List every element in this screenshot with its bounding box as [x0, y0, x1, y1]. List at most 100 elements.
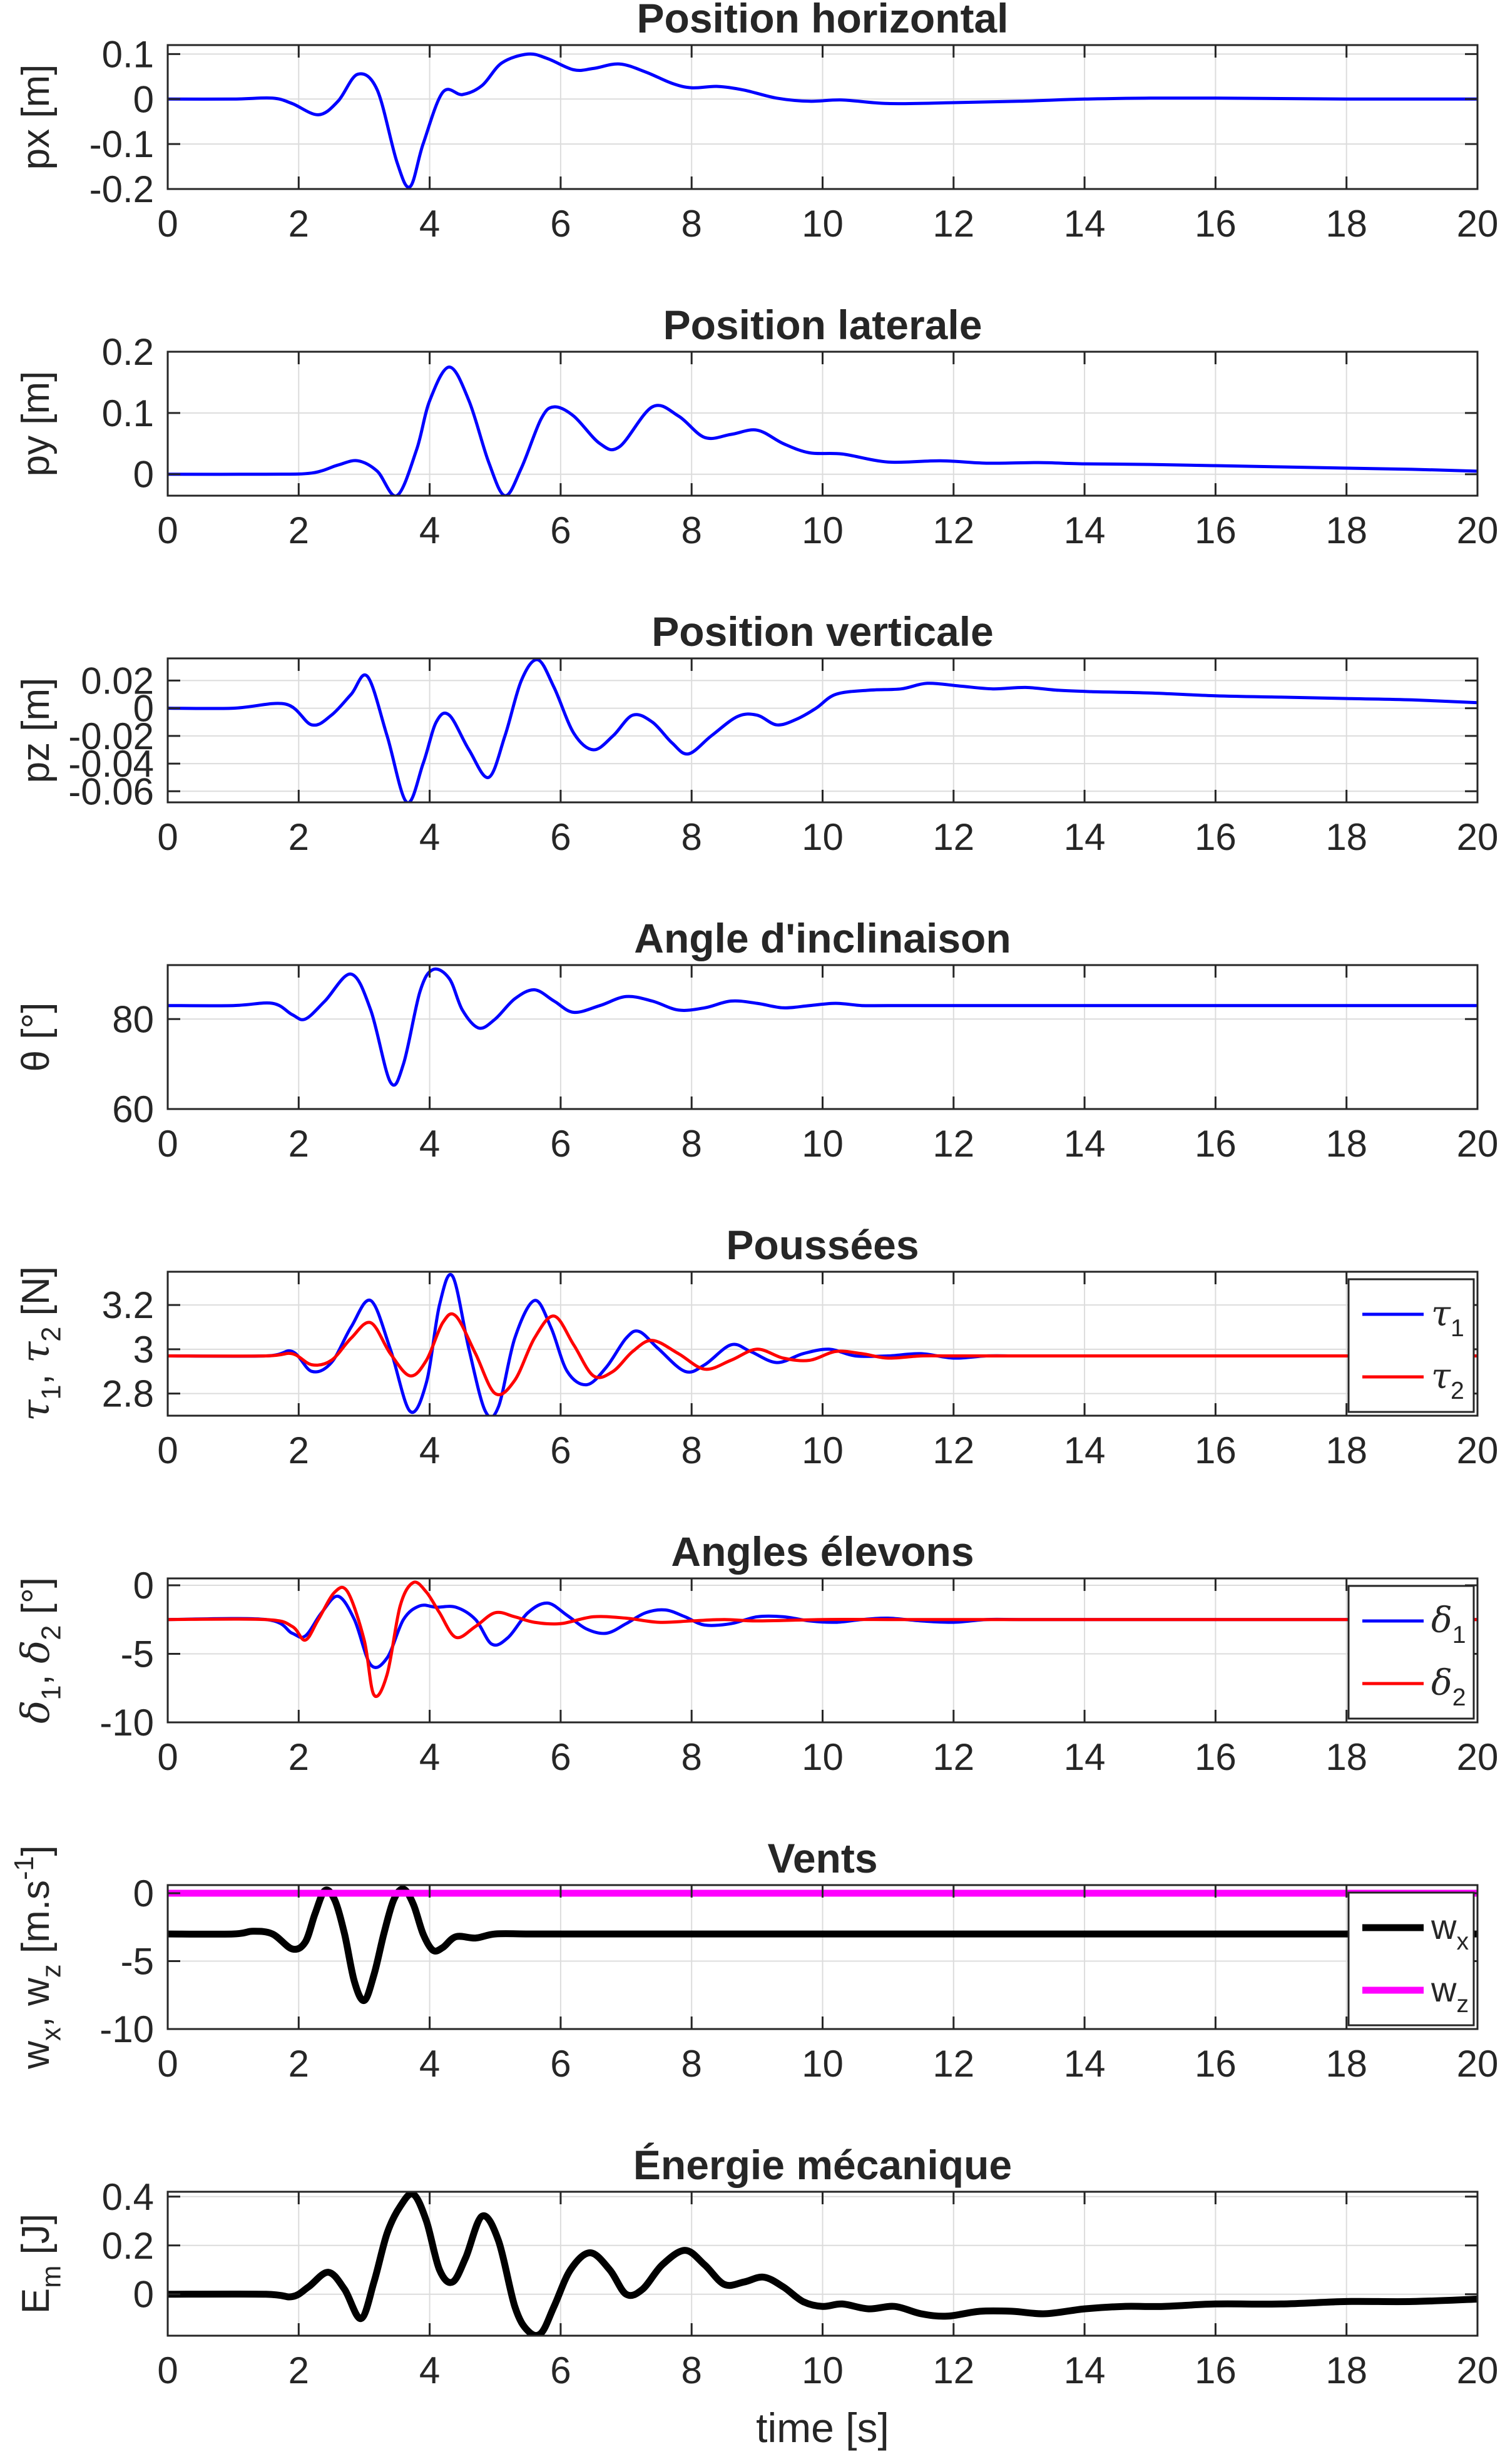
legend-label: τ2: [1431, 1356, 1464, 1404]
y-tick-label: -10: [99, 2008, 154, 2050]
series-line-1: [168, 366, 1477, 496]
y-tick-label: 0: [133, 1873, 154, 1914]
x-tick-label: 20: [1457, 2349, 1499, 2391]
x-tick-label: 18: [1325, 1123, 1367, 1165]
x-tick-label: 6: [550, 509, 571, 551]
x-tick-label: 20: [1457, 2043, 1499, 2085]
y-tick-label: 0.02: [81, 660, 154, 702]
x-tick-label: 18: [1325, 203, 1367, 245]
x-tick-label: 12: [932, 2043, 974, 2085]
x-tick-label: 12: [932, 2349, 974, 2391]
y-axis-label: wx, wz [m.s-1]: [9, 1845, 66, 2070]
subplot-8: 0 2 4 6 8 10 12 14 16 18 20 0 0.2 0.4 Énergie mécaniqu…: [14, 2142, 1498, 2451]
x-tick-label: 16: [1195, 509, 1237, 551]
x-tick-label: 12: [932, 1736, 974, 1778]
x-tick-label: 12: [932, 203, 974, 245]
x-tick-label: 10: [802, 1123, 844, 1165]
y-axis-label: pz [m]: [14, 678, 58, 784]
y-tick-label: 0: [133, 78, 154, 120]
series-line-2: [168, 1580, 1477, 1698]
y-axis-label: px [m]: [14, 64, 58, 170]
x-tick-label: 2: [288, 1429, 309, 1471]
y-tick-label: 0.1: [102, 392, 154, 434]
x-tick-label: 16: [1195, 1123, 1237, 1165]
y-tick-label: 0.4: [102, 2176, 154, 2218]
y-tick-label: -10: [99, 1702, 154, 1744]
series-line-2: [168, 1312, 1477, 1396]
series-line-1: [168, 967, 1477, 1087]
x-tick-label: 8: [681, 2349, 702, 2391]
y-axis-label: θ [°]: [14, 1003, 58, 1072]
x-tick-label: 6: [550, 1736, 571, 1778]
x-tick-label: 8: [681, 816, 702, 858]
x-tick-label: 10: [802, 2043, 844, 2085]
x-tick-label: 4: [419, 1736, 440, 1778]
x-tick-label: 8: [681, 2043, 702, 2085]
x-tick-label: 6: [550, 203, 571, 245]
x-tick-label: 16: [1195, 1736, 1237, 1778]
y-axis-label: δ1, δ2 [°]: [13, 1577, 67, 1724]
y-tick-label: 0.2: [102, 331, 154, 373]
x-tick-label: 2: [288, 2349, 309, 2391]
x-tick-label: 10: [802, 1736, 844, 1778]
subplot-7: 0 2 4 6 8 10 12 14 16 18 20 -10 -5 0 Vents wx, wz [m.s-…: [9, 1835, 1498, 2085]
subplot-3: 0 2 4 6 8 10 12 14 16 18 20-0.06-0.04-0.0200.02Pos…: [14, 608, 1498, 858]
y-tick-label: -0.2: [89, 168, 154, 210]
legend-box: [1347, 1278, 1475, 1413]
y-axis-label: Em [J]: [14, 2214, 67, 2314]
x-tick-label: 20: [1457, 816, 1499, 858]
subplot-title: Angles élevons: [671, 1528, 974, 1575]
subplot-title: Poussées: [726, 1222, 919, 1268]
x-tick-label: 10: [802, 509, 844, 551]
x-tick-label: 20: [1457, 509, 1499, 551]
x-tick-label: 4: [419, 2349, 440, 2391]
x-tick-label: 8: [681, 1429, 702, 1471]
subplot-title: Position horizontal: [637, 0, 1009, 41]
subplot-6: 0 2 4 6 8 10 12 14 16 18 20 -10 -5 0 Angles élevons δ1,…: [13, 1528, 1498, 1778]
x-tick-label: 16: [1195, 816, 1237, 858]
x-tick-label: 14: [1064, 509, 1106, 551]
x-tick-label: 16: [1195, 1429, 1237, 1471]
y-tick-label: -0.02: [68, 715, 154, 757]
x-tick-label: 12: [932, 1429, 974, 1471]
x-tick-label: 12: [932, 816, 974, 858]
x-tick-label: 18: [1325, 2349, 1367, 2391]
x-tick-label: 2: [288, 509, 309, 551]
x-tick-label: 4: [419, 2043, 440, 2085]
series-line-1: [168, 2192, 1477, 2336]
legend-label: δ1: [1431, 1600, 1466, 1649]
y-tick-label: -5: [121, 1633, 154, 1675]
x-tick-label: 18: [1325, 2043, 1367, 2085]
x-axis-label: time [s]: [756, 2405, 889, 2451]
x-tick-label: 6: [550, 1123, 571, 1165]
series-line-1: [168, 52, 1477, 189]
x-tick-label: 0: [157, 203, 178, 245]
y-tick-label: 3: [133, 1329, 154, 1371]
legend-label: τ1: [1431, 1294, 1464, 1342]
x-tick-label: 8: [681, 1123, 702, 1165]
y-axis-label: py [m]: [14, 371, 58, 477]
x-tick-label: 0: [157, 1123, 178, 1165]
y-tick-label: -0.04: [68, 743, 154, 785]
x-tick-label: 10: [802, 1429, 844, 1471]
y-tick-label: 2.8: [102, 1373, 154, 1415]
x-tick-label: 6: [550, 816, 571, 858]
series-line-1: [168, 1885, 1477, 2004]
x-tick-label: 14: [1064, 1123, 1106, 1165]
x-tick-label: 10: [802, 203, 844, 245]
x-tick-label: 0: [157, 2043, 178, 2085]
x-tick-label: 14: [1064, 1429, 1106, 1471]
x-tick-label: 14: [1064, 816, 1106, 858]
y-tick-label: 60: [112, 1088, 154, 1130]
x-tick-label: 2: [288, 203, 309, 245]
y-tick-label: -5: [121, 1941, 154, 1983]
x-tick-label: 12: [932, 1123, 974, 1165]
x-tick-label: 8: [681, 203, 702, 245]
x-tick-label: 0: [157, 1736, 178, 1778]
subplot-title: Énergie mécanique: [633, 2142, 1012, 2188]
x-tick-label: 2: [288, 1736, 309, 1778]
series-line-1: [168, 658, 1477, 802]
subplot-title: Position laterale: [663, 302, 982, 348]
